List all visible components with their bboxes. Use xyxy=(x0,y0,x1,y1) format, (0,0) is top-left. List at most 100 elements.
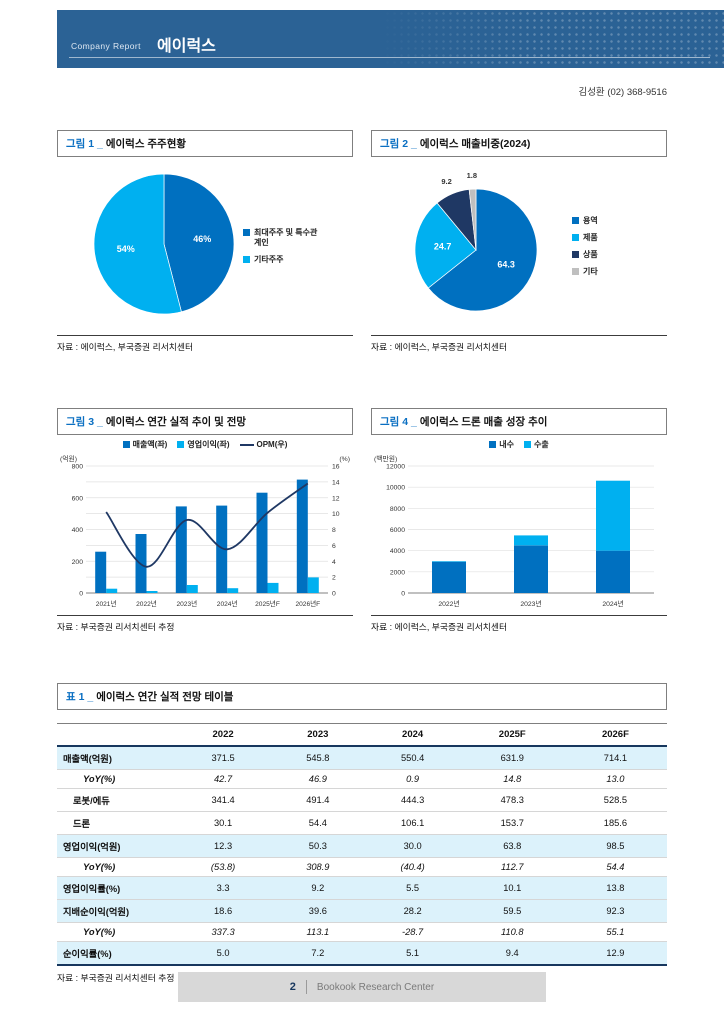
table-cell: 308.9 xyxy=(271,857,365,877)
legend-item: 상품 xyxy=(572,250,650,260)
table-cell: 30.0 xyxy=(364,834,461,858)
pie-data-label: 46% xyxy=(193,234,211,244)
left-axis-tick: 600 xyxy=(72,495,84,502)
table-cell: 113.1 xyxy=(271,922,365,942)
table-cell: 5.0 xyxy=(175,941,272,965)
table-cell: 55.1 xyxy=(563,922,667,942)
pie-slice xyxy=(427,188,538,311)
figure-1-caption: 에이럭스 주주현황 xyxy=(105,138,187,150)
legend-item: 기타 xyxy=(572,267,650,277)
figure-1-source: 자료 : 에이럭스, 부국증권 리서치센터 xyxy=(57,335,353,353)
header-divider xyxy=(69,57,710,58)
legend-label: 상품 xyxy=(583,249,598,259)
row-label: 매출액(억원) xyxy=(57,746,175,770)
figure-2: 그림 2 _ 에이럭스 매출비중(2024) 64.3 24.7 9.2 1.8 용역 제… xyxy=(371,130,667,353)
category-label: 2022년 xyxy=(136,599,157,608)
left-axis-unit: (억원) xyxy=(60,454,77,463)
right-axis-tick: 4 xyxy=(332,559,336,566)
pie-chart-slot: 64.3 24.7 9.2 1.8 xyxy=(388,168,568,325)
legend-item: OPM(우) xyxy=(239,439,287,450)
table-1-title: 표 1 _ 에이럭스 연간 실적 전망 테이블 xyxy=(57,683,667,710)
figure-1: 그림 1 _ 에이럭스 주주현황 46% 54% 최대주주 및 특수관계인 기타주주 … xyxy=(57,130,353,353)
stacked-bar-chart: 0 2000 4000 6000 8000 10000 12000(백만원) 2022년 202… xyxy=(374,454,654,608)
legend-label: 영업이익(좌) xyxy=(187,440,230,449)
row-label: 영업이익(억원) xyxy=(57,834,175,858)
right-axis-tick: 16 xyxy=(332,464,340,471)
pie-chart-slot: 46% 54% xyxy=(89,169,239,324)
table-cell: 63.8 xyxy=(460,834,564,858)
figure-4-caption: 에이럭스 드론 매출 성장 추이 xyxy=(419,416,548,428)
bar xyxy=(146,591,158,593)
research-center-brand: Bookook Research Center xyxy=(316,981,435,993)
y-axis-tick: 0 xyxy=(401,591,405,598)
legend-item: 영업이익(좌) xyxy=(177,439,230,450)
row-label: 영업이익률(%) xyxy=(57,876,175,900)
table-cell: 631.9 xyxy=(460,746,564,770)
bar xyxy=(95,551,107,593)
table-cell: 13.8 xyxy=(563,876,667,900)
table-row: YoY(%) (53.8) 308.9 (40.4) 112.7 54.4 xyxy=(57,857,667,877)
stacked-bar-segment xyxy=(514,535,548,546)
table-column-header: 2025F xyxy=(498,729,526,740)
table-cell: 46.9 xyxy=(271,769,365,789)
y-axis-tick: 8000 xyxy=(390,506,405,513)
category-label: 2023년 xyxy=(520,599,541,608)
table-header: 2022 2023 2024 2025F 2026F xyxy=(57,723,667,747)
table-cell: 30.1 xyxy=(175,811,272,835)
figure-3: 그림 3 _ 에이럭스 연간 실적 추이 및 전망 매출액(좌) 영업이익(좌) OP… xyxy=(57,408,353,633)
legend-item: 매출액(좌) xyxy=(122,439,167,450)
table-column-header xyxy=(57,724,175,747)
legend-swatch xyxy=(239,443,254,446)
table-cell: 12.9 xyxy=(563,941,667,965)
legend-swatch xyxy=(572,216,579,224)
legend-swatch xyxy=(524,441,531,448)
figure-2-number: 그림 2 _ xyxy=(380,138,417,150)
y-axis-tick: 2000 xyxy=(390,569,405,576)
table-cell: 42.7 xyxy=(175,769,272,789)
analyst-contact: 김성환 (02) 368-9516 xyxy=(578,87,667,98)
row-label: 로봇/에듀 xyxy=(57,788,175,812)
report-title: 에이럭스 xyxy=(157,38,216,55)
figure-4-legend: 내수 수출 xyxy=(371,437,667,452)
page-number: 2 xyxy=(289,981,296,993)
table-row: 영업이익(억원) 12.3 50.3 30.0 63.8 98.5 xyxy=(57,834,667,858)
table-cell: 50.3 xyxy=(271,834,365,858)
category-label: 2025년F xyxy=(255,599,280,608)
left-axis-tick: 400 xyxy=(72,527,84,534)
figure-1-legend: 최대주주 및 특수관계인 기타주주 xyxy=(243,228,321,265)
table-cell: 714.1 xyxy=(563,746,667,770)
row-label: YoY(%) xyxy=(57,922,175,942)
legend-item: 최대주주 및 특수관계인 xyxy=(243,228,321,248)
table-cell: 5.1 xyxy=(364,941,461,965)
legend-swatch xyxy=(572,267,579,275)
legend-item: 내수 xyxy=(489,439,514,450)
table-row: YoY(%) 337.3 113.1 -28.7 110.8 55.1 xyxy=(57,922,667,942)
figure-3-chart-area: 매출액(좌) 영업이익(좌) OPM(우) 0 2 4 6 8 10 12 14 16 0 200 400… xyxy=(57,435,353,615)
bar xyxy=(227,588,239,593)
table-row: 로봇/에듀 341.4 491.4 444.3 478.3 528.5 xyxy=(57,788,667,812)
table-cell: 341.4 xyxy=(175,788,272,812)
table-cell: 371.5 xyxy=(175,746,272,770)
right-axis-tick: 6 xyxy=(332,543,336,550)
bar xyxy=(267,582,279,593)
table-column-header: 2024 xyxy=(402,729,424,740)
y-axis-tick: 10000 xyxy=(386,485,405,492)
table-row: 지배순이익(억원) 18.6 39.6 28.2 59.5 92.3 xyxy=(57,899,667,923)
pie-data-label: 9.2 xyxy=(441,177,451,186)
row-label: 순이익률(%) xyxy=(57,941,175,965)
bar xyxy=(256,492,268,593)
table-cell: 0.9 xyxy=(364,769,461,789)
table-cell: 153.7 xyxy=(460,811,564,835)
figure-1-title: 그림 1 _ 에이럭스 주주현황 xyxy=(57,130,353,157)
y-axis-tick: 6000 xyxy=(390,527,405,534)
legend-label: 최대주주 및 특수관계인 xyxy=(254,227,318,247)
table-cell: 545.8 xyxy=(271,746,365,770)
table-cell: 54.4 xyxy=(271,811,365,835)
forecast-table: 2022 2023 2024 2025F 2026F 매출액(억원) 371.5 545.8… xyxy=(57,723,667,966)
table-cell: 9.2 xyxy=(271,876,365,900)
table-cell: 10.1 xyxy=(460,876,564,900)
row-label: YoY(%) xyxy=(57,769,175,789)
y-axis-unit: (백만원) xyxy=(374,454,397,463)
right-axis-tick: 12 xyxy=(332,495,340,502)
figure-4: 그림 4 _ 에이럭스 드론 매출 성장 추이 내수 수출 0 2000 4000 600… xyxy=(371,408,667,633)
